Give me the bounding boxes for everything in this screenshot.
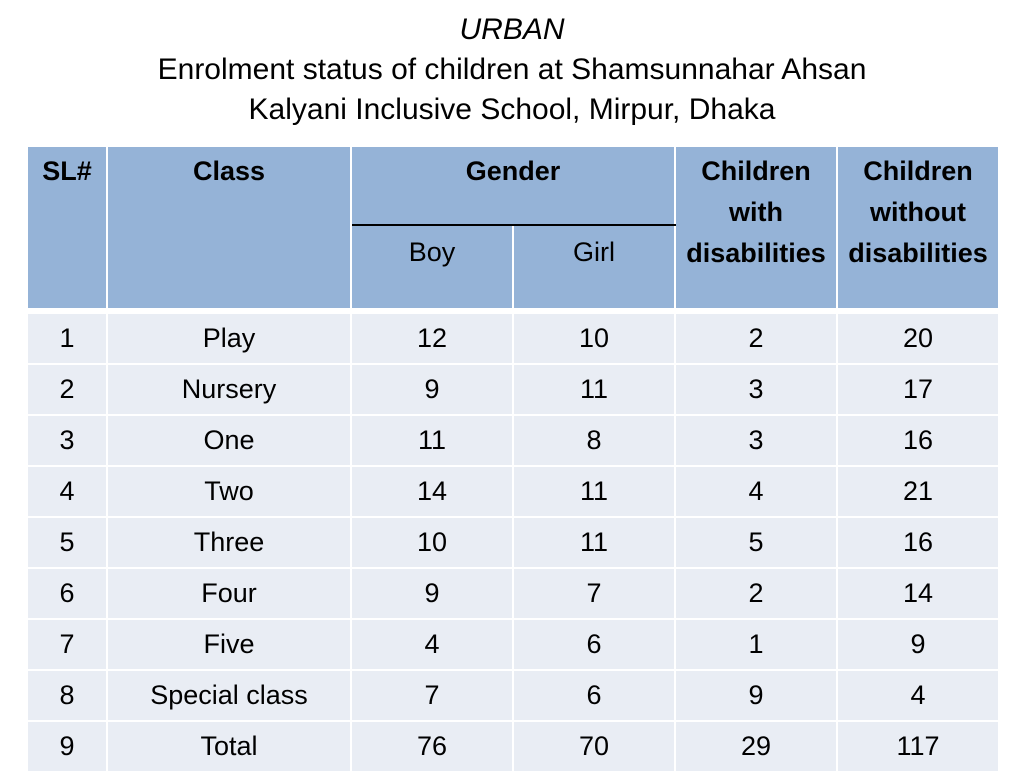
title-line-2: Enrolment status of children at Shamsunn… (157, 53, 867, 86)
cell-sl: 3 (26, 414, 108, 467)
header-gender: Gender (350, 145, 676, 226)
title-urban: URBAN (459, 13, 565, 46)
cell-girl: 6 (512, 669, 676, 722)
slide-title: URBAN Enrolment status of children at Sh… (0, 10, 1024, 130)
header-spacer (27, 309, 999, 313)
cell-girl: 8 (512, 414, 676, 467)
table-row: 8 Special class 7 6 9 4 (26, 669, 1000, 722)
header-sl: SL# (26, 145, 108, 310)
cell-with: 9 (674, 669, 838, 722)
cell-class: Play (106, 312, 352, 365)
cell-boy: 9 (350, 363, 514, 416)
cell-with: 1 (674, 618, 838, 671)
cell-class: Four (106, 567, 352, 620)
cell-sl: 8 (26, 669, 108, 722)
header-girl: Girl (512, 224, 676, 310)
cell-with: 2 (674, 312, 838, 365)
cell-sl: 6 (26, 567, 108, 620)
cell-boy: 11 (350, 414, 514, 467)
table-row: 7 Five 4 6 1 9 (26, 618, 1000, 671)
cell-without: 14 (836, 567, 1000, 620)
header-without-line-1: Children (863, 156, 973, 186)
header-class: Class (106, 145, 352, 310)
cell-class: Five (106, 618, 352, 671)
cell-with: 5 (674, 516, 838, 569)
cell-sl: 1 (26, 312, 108, 365)
cell-class: Two (106, 465, 352, 518)
cell-class: Nursery (106, 363, 352, 416)
header-row-top: SL# Class Gender Children with disabilit… (26, 145, 1000, 310)
cell-boy: 7 (350, 669, 514, 722)
cell-boy: 14 (350, 465, 514, 518)
table-body: 1 Play 12 10 2 20 2 Nursery 9 11 3 17 3 One 11 8 3 16 4 Two… (26, 309, 1000, 773)
cell-without: 16 (836, 516, 1000, 569)
header-children-without-disabilities: Children without disabilities (836, 145, 1000, 310)
title-line-3: Kalyani Inclusive School, Mirpur, Dhaka (248, 93, 776, 126)
enrolment-table: SL# Class Gender Children with disabilit… (26, 145, 1000, 773)
cell-boy: 10 (350, 516, 514, 569)
cell-without: 117 (836, 720, 1000, 773)
cell-class: Special class (106, 669, 352, 722)
header-without-line-2: without (870, 197, 966, 227)
cell-girl: 6 (512, 618, 676, 671)
cell-without: 16 (836, 414, 1000, 467)
cell-girl: 10 (512, 312, 676, 365)
cell-with: 3 (674, 363, 838, 416)
header-with-line-1: Children (701, 156, 811, 186)
header-with-line-2: with (729, 197, 783, 227)
cell-sl: 2 (26, 363, 108, 416)
cell-class: One (106, 414, 352, 467)
cell-with: 3 (674, 414, 838, 467)
cell-without: 21 (836, 465, 1000, 518)
cell-sl: 4 (26, 465, 108, 518)
cell-without: 17 (836, 363, 1000, 416)
table-row: 2 Nursery 9 11 3 17 (26, 363, 1000, 416)
cell-boy: 4 (350, 618, 514, 671)
cell-girl: 11 (512, 465, 676, 518)
table-row: 9 Total 76 70 29 117 (26, 720, 1000, 773)
cell-without: 4 (836, 669, 1000, 722)
cell-girl: 11 (512, 363, 676, 416)
cell-class: Three (106, 516, 352, 569)
table-row: 6 Four 9 7 2 14 (26, 567, 1000, 620)
cell-with: 4 (674, 465, 838, 518)
cell-class: Total (106, 720, 352, 773)
cell-boy: 12 (350, 312, 514, 365)
cell-without: 20 (836, 312, 1000, 365)
cell-without: 9 (836, 618, 1000, 671)
header-with-line-3: disabilities (686, 238, 826, 268)
table-row: 1 Play 12 10 2 20 (26, 312, 1000, 365)
cell-girl: 11 (512, 516, 676, 569)
cell-sl: 9 (26, 720, 108, 773)
cell-sl: 7 (26, 618, 108, 671)
header-row-sub: Boy Girl (27, 224, 999, 310)
table-row: 3 One 11 8 3 16 (26, 414, 1000, 467)
cell-sl: 5 (26, 516, 108, 569)
cell-with: 29 (674, 720, 838, 773)
table-row: 5 Three 10 11 5 16 (26, 516, 1000, 569)
header-children-with-disabilities: Children with disabilities (674, 145, 838, 310)
header-without-line-3: disabilities (848, 238, 988, 268)
cell-with: 2 (674, 567, 838, 620)
cell-girl: 70 (512, 720, 676, 773)
cell-boy: 76 (350, 720, 514, 773)
cell-girl: 7 (512, 567, 676, 620)
cell-boy: 9 (350, 567, 514, 620)
header-boy: Boy (350, 224, 514, 310)
table-row: 4 Two 14 11 4 21 (26, 465, 1000, 518)
